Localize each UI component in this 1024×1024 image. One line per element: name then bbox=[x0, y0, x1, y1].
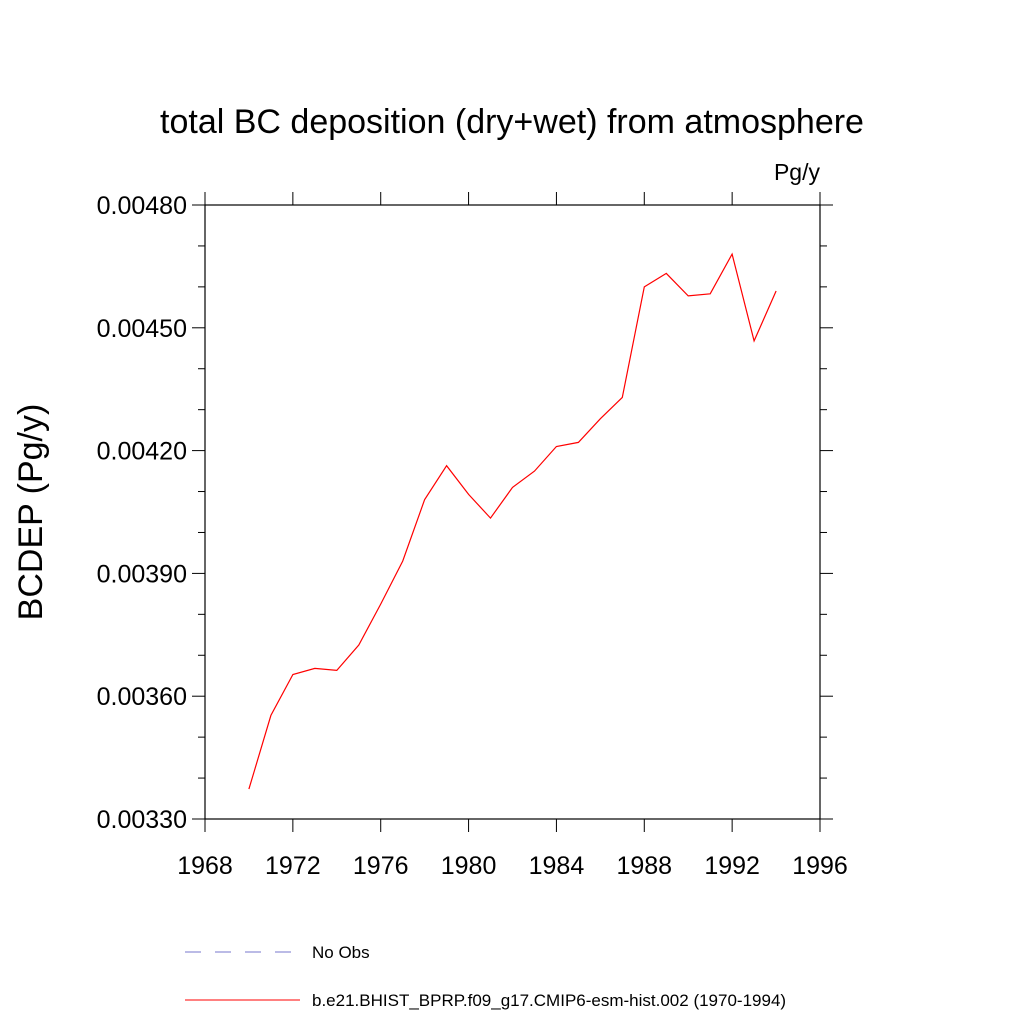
x-tick-label: 1988 bbox=[616, 852, 672, 880]
series-line bbox=[248, 252, 777, 790]
x-tick-label: 1968 bbox=[177, 852, 233, 880]
x-tick-label: 1972 bbox=[265, 852, 321, 880]
y-tick-label: 0.00360 bbox=[97, 683, 187, 711]
legend: No Obs b.e21.BHIST_BPRP.f09_g17.CMIP6-esm… bbox=[185, 943, 786, 1010]
y-tick-label: 0.00480 bbox=[97, 192, 187, 220]
axis-ticks bbox=[192, 192, 833, 832]
y-tick-label: 0.00330 bbox=[97, 806, 187, 834]
tick-labels: 1968 1972 1976 1980 1984 1988 1992 1996 0.00330 0… bbox=[97, 192, 848, 880]
y-tick-label: 0.00420 bbox=[97, 438, 187, 466]
x-tick-label: 1992 bbox=[704, 852, 760, 880]
y-tick-label: 0.00450 bbox=[97, 315, 187, 343]
units-label: Pg/y bbox=[774, 159, 821, 185]
legend-label: b.e21.BHIST_BPRP.f09_g17.CMIP6-esm-hist.… bbox=[312, 991, 786, 1010]
data-series bbox=[248, 252, 777, 790]
y-tick-label: 0.00390 bbox=[97, 560, 187, 588]
x-tick-label: 1976 bbox=[353, 852, 409, 880]
x-tick-label: 1984 bbox=[529, 852, 585, 880]
x-tick-label: 1996 bbox=[792, 852, 848, 880]
chart-title: total BC deposition (dry+wet) from atmos… bbox=[160, 103, 864, 141]
legend-label: No Obs bbox=[312, 943, 370, 962]
x-tick-label: 1980 bbox=[441, 852, 497, 880]
plot-frame bbox=[204, 204, 821, 820]
y-axis-label: BCDEP (Pg/y) bbox=[12, 404, 50, 621]
